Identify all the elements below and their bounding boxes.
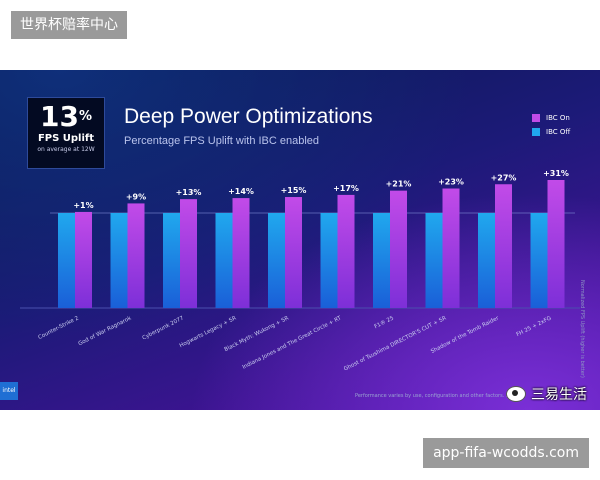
side-axis-note: Normalized FPS Uplift (higher is better) — [579, 280, 585, 378]
legend-swatch-ibc-on — [532, 114, 540, 122]
chart-legend: IBC On IBC Off — [532, 114, 570, 142]
bar-ibc-on-cyberpunk-2077 — [180, 199, 197, 308]
legend-item-ibc-on: IBC On — [532, 114, 570, 122]
legend-label-ibc-on: IBC On — [546, 114, 570, 122]
badge-label: FPS Uplift — [37, 133, 95, 144]
data-label-shadow-of-the-tomb-raider: +27% — [491, 173, 517, 182]
bar-ibc-on-counter-strike-2 — [75, 211, 92, 308]
bar-ibc-off-indiana-jones-and-the-great-circle-rt — [320, 213, 338, 308]
bar-ibc-off-cyberpunk-2077 — [163, 213, 180, 308]
chart-title: Deep Power Optimizations — [124, 105, 373, 128]
category-label-f1-25: F1® 25 — [373, 314, 395, 330]
bar-chart: +1% Counter-Strike 2 +9% God of War Ragnaro… — [20, 169, 580, 373]
badge-value: 13% — [28, 102, 104, 132]
category-label-counter-strike-2: Counter-Strike 2 — [37, 315, 80, 341]
bar-ibc-off-hogwarts-legacy-sr — [215, 213, 233, 308]
watermark-text: 三易生活 — [531, 387, 587, 403]
badge-number: 13 — [40, 100, 79, 133]
bar-ibc-on-black-myth-wukong-sr — [285, 197, 302, 308]
data-label-ghost-of-tsushima-director-s-cut-sr: +23% — [438, 178, 464, 187]
weibo-icon — [506, 386, 526, 402]
bar-ibc-off-f1-25 — [373, 213, 390, 308]
bar-ibc-off-fh-25-2xfg — [530, 213, 548, 308]
data-label-counter-strike-2: +1% — [73, 201, 93, 210]
bar-ibc-on-f1-25 — [390, 190, 407, 308]
data-label-hogwarts-legacy-sr: +14% — [228, 187, 254, 196]
category-label-ghost-of-tsushima-director-s-cut-sr: Ghost of Tsushima DIRECTOR'S CUT + SR — [343, 315, 447, 372]
bar-ibc-on-hogwarts-legacy-sr — [232, 198, 250, 308]
bar-ibc-off-counter-strike-2 — [58, 213, 75, 308]
fps-uplift-badge: 13% FPS Uplift on average at 12W — [27, 97, 105, 169]
bar-ibc-on-indiana-jones-and-the-great-circle-rt — [337, 194, 355, 308]
top-overlay-label: 世界杯赔率中心 — [11, 11, 127, 39]
badge-caption: on average at 12W — [37, 146, 95, 153]
category-label-fh-25-2xfg: FH 25 + 2xFG — [516, 315, 553, 338]
bar-ibc-on-fh-25-2xfg — [547, 180, 565, 308]
bar-ibc-off-black-myth-wukong-sr — [268, 213, 285, 308]
chart-subtitle: Percentage FPS Uplift with IBC enabled — [124, 135, 320, 147]
data-label-black-myth-wukong-sr: +15% — [281, 186, 307, 195]
data-label-f1-25: +21% — [386, 180, 412, 189]
data-label-god-of-war-ragnarok: +9% — [126, 192, 146, 201]
bar-ibc-off-god-of-war-ragnarok — [110, 213, 128, 308]
weibo-watermark: 三易生活 — [506, 384, 587, 404]
bar-ibc-off-shadow-of-the-tomb-raider — [478, 213, 495, 308]
intel-logo: intel — [0, 382, 18, 400]
legend-item-ibc-off: IBC Off — [532, 128, 570, 136]
category-label-cyberpunk-2077: Cyberpunk 2077 — [142, 315, 186, 341]
bar-ibc-off-ghost-of-tsushima-director-s-cut-sr — [425, 213, 443, 308]
category-label-indiana-jones-and-the-great-circle-rt: Indiana Jones and The Great Circle + RT — [242, 315, 343, 371]
slide: 13% FPS Uplift on average at 12W Deep Po… — [0, 70, 600, 410]
bar-ibc-on-ghost-of-tsushima-director-s-cut-sr — [442, 188, 460, 308]
bar-ibc-on-shadow-of-the-tomb-raider — [495, 184, 512, 308]
legend-swatch-ibc-off — [532, 128, 540, 136]
data-label-fh-25-2xfg: +31% — [543, 169, 569, 178]
bottom-overlay-label: app-fifa-wcodds.com — [423, 438, 589, 468]
badge-percent-sign: % — [78, 109, 92, 124]
data-label-indiana-jones-and-the-great-circle-rt: +17% — [333, 184, 359, 193]
footnote: Performance varies by use, configuration… — [355, 393, 516, 399]
legend-label-ibc-off: IBC Off — [546, 128, 571, 136]
bar-ibc-on-god-of-war-ragnarok — [127, 203, 145, 308]
category-label-god-of-war-ragnarok: God of War Ragnarok — [78, 315, 134, 347]
data-label-cyberpunk-2077: +13% — [176, 188, 202, 197]
